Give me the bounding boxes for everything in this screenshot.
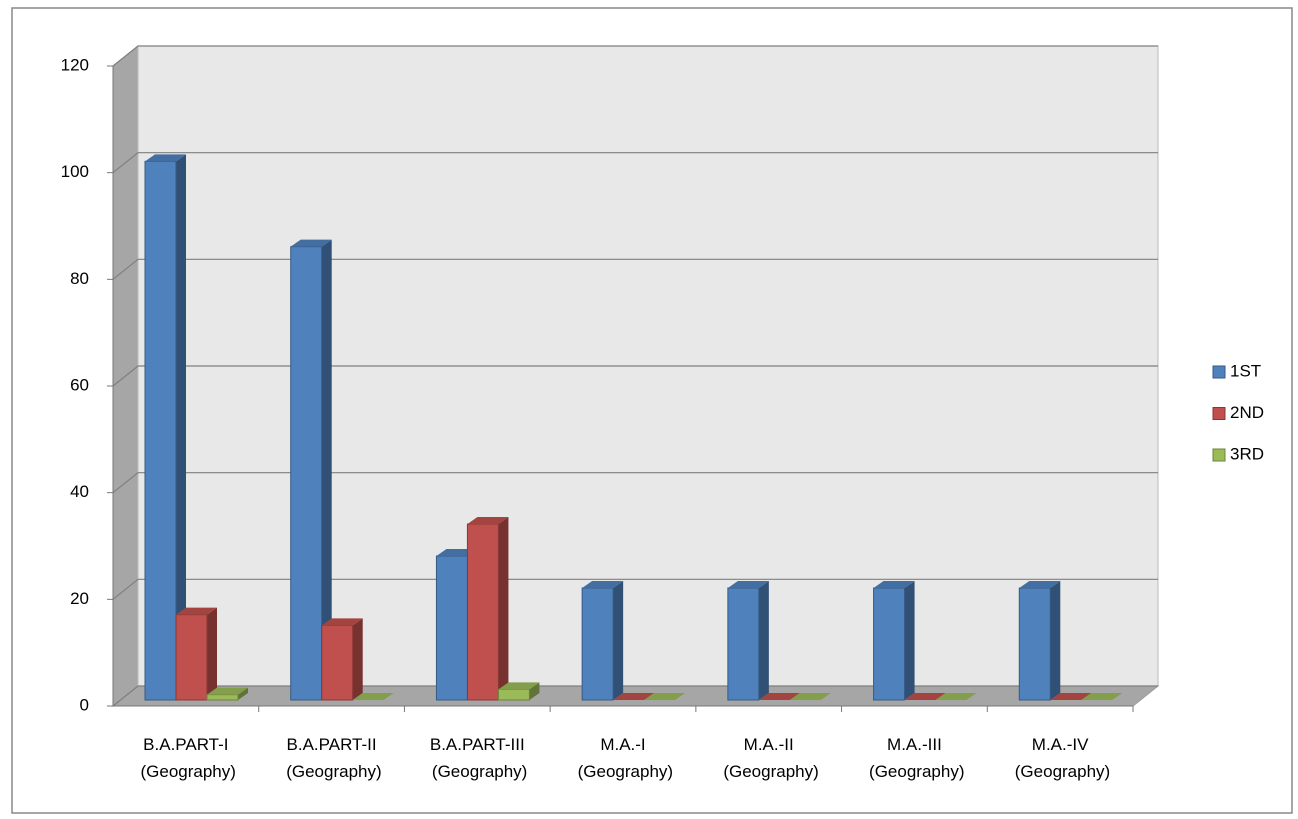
legend-label: 3RD	[1230, 444, 1264, 463]
x-tick-label-line: (Geography)	[136, 762, 236, 781]
bar-side	[529, 682, 540, 700]
bar	[175, 614, 208, 701]
bar-top	[758, 693, 800, 700]
grid-line	[112, 685, 1158, 707]
y-tick-label: 0	[80, 695, 89, 714]
x-tick-label-line: (Geography)	[719, 762, 819, 781]
bar-top	[207, 687, 248, 695]
x-tick-label-line: B.A.PART-II	[287, 735, 377, 754]
bar-side	[238, 687, 248, 700]
y-tick-label: 20	[70, 589, 89, 608]
bar	[581, 587, 614, 701]
bar-side	[352, 618, 363, 700]
bar-side	[321, 239, 332, 700]
legend-swatch	[1212, 407, 1226, 420]
x-tick-label-line: M.A.-III	[887, 735, 942, 754]
bar-top	[290, 239, 332, 247]
legend-swatch	[1212, 365, 1226, 379]
y-tick-label: 100	[61, 162, 89, 181]
x-tick-label: M.A.-III (Geography)	[864, 735, 964, 781]
bar	[727, 587, 760, 701]
x-tick-label-line: (Geography)	[1010, 762, 1110, 781]
bar	[497, 688, 530, 701]
legend-label: 1ST	[1230, 361, 1261, 380]
x-tick-label-line: M.A.-II	[744, 735, 794, 754]
x-tick-label-line: (Geography)	[573, 762, 673, 781]
grid-line	[112, 152, 1158, 174]
bar-side	[613, 581, 624, 700]
x-tick-label: M.A.-II (Geography)	[719, 735, 819, 781]
x-tick-label-line: (Geography)	[427, 762, 527, 781]
bar-side	[758, 581, 769, 700]
bar-top	[467, 517, 509, 524]
bar	[1018, 587, 1051, 701]
bar-top	[498, 682, 540, 690]
bar-top	[789, 693, 831, 700]
bar-side	[1050, 581, 1061, 700]
bar-side	[498, 517, 509, 700]
x-tick-label: B.A.PART-III (Geography)	[427, 735, 527, 781]
bar	[144, 160, 177, 701]
bar	[206, 694, 239, 701]
x-tick-label-line: M.A.-IV	[1032, 735, 1089, 754]
grid-line	[112, 365, 1158, 387]
grid-line	[112, 472, 1158, 494]
grid-line	[112, 578, 1158, 600]
bar-top	[176, 607, 217, 615]
bar-top	[1050, 693, 1092, 700]
bar-top	[145, 154, 186, 162]
bar-top	[352, 693, 394, 700]
grid-line	[112, 258, 1158, 280]
bar	[873, 587, 906, 701]
bar	[435, 555, 468, 701]
bar-top	[904, 693, 946, 700]
y-tick-label: 120	[61, 55, 89, 74]
bar-top	[613, 693, 655, 700]
bar-top	[321, 618, 363, 626]
y-tick-label: 40	[70, 482, 89, 501]
bar	[290, 246, 323, 701]
bar-top	[1081, 693, 1123, 700]
x-tick-label: M.A.-IV (Geography)	[1010, 735, 1110, 781]
x-tick-label: M.A.-I (Geography)	[573, 735, 673, 781]
x-tick-label-line: M.A.-I	[600, 735, 645, 754]
x-tick-label-line: B.A.PART-I	[143, 735, 228, 754]
x-tick-label-line: (Geography)	[864, 762, 964, 781]
x-tick-label: B.A.PART-II (Geography)	[281, 735, 381, 781]
bar-side	[207, 607, 217, 700]
bar	[466, 523, 499, 701]
y-tick-label: 80	[70, 269, 89, 288]
legend-label: 2ND	[1230, 403, 1264, 422]
y-tick-label: 60	[70, 375, 89, 394]
x-tick-label-line: B.A.PART-III	[430, 735, 525, 754]
bar-side	[176, 154, 186, 701]
bar-top	[582, 581, 624, 588]
bar-top	[873, 581, 915, 588]
bar-side	[904, 581, 915, 700]
grid-line	[112, 45, 1158, 67]
legend-swatch	[1212, 448, 1226, 462]
bar-top	[727, 581, 769, 588]
x-tick-label-line: (Geography)	[281, 762, 381, 781]
x-tick-label: B.A.PART-I (Geography)	[136, 735, 236, 781]
bar-top	[935, 693, 977, 700]
bar-top	[644, 693, 686, 700]
bar	[321, 624, 354, 701]
bar-top	[1019, 581, 1061, 588]
